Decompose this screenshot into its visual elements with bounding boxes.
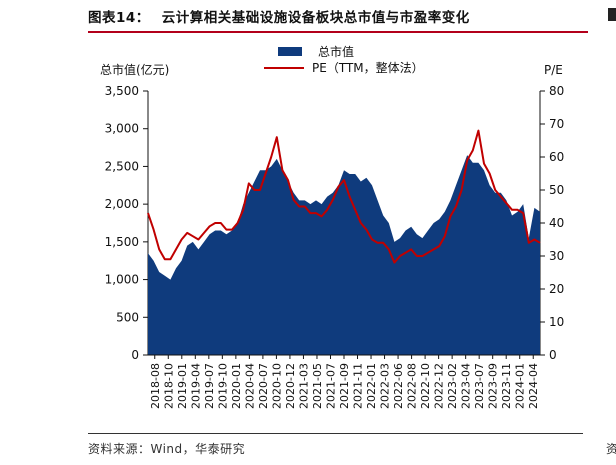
y-left-tick-label: 500 <box>116 310 139 324</box>
x-tick-label: 2021-05 <box>311 363 324 409</box>
left-axis: 0 500 1,000 1,500 2,000 2,500 3,000 3,500 <box>105 84 149 362</box>
x-tick-label: 2021-07 <box>324 363 337 409</box>
x-axis: 2018-08 2018-10 2019-01 2019-04 2019-07 2019-… <box>148 354 540 409</box>
x-tick-label: 2019-07 <box>203 363 216 409</box>
title-rule <box>88 31 588 33</box>
x-tick-label: 2024-01 <box>514 363 527 409</box>
y-right-tick-label: 60 <box>549 150 564 164</box>
x-tick-label: 2022-06 <box>392 363 405 409</box>
y-right-tick-label: 70 <box>549 117 564 131</box>
footer-rule <box>88 433 583 434</box>
x-tick-label: 2022-01 <box>365 363 378 409</box>
y-left-tick-label: 3,000 <box>105 122 139 136</box>
x-tick-label: 2023-09 <box>487 363 500 409</box>
x-tick-label: 2020-10 <box>270 363 283 409</box>
x-tick-label: 2021-09 <box>338 363 351 409</box>
legend-label-market-cap: 总市值 <box>318 44 354 59</box>
legend-label-pe: PE（TTM，整体法） <box>312 60 424 75</box>
x-tick-label: 2020-07 <box>257 363 270 409</box>
x-tick-label: 2020-12 <box>284 363 297 409</box>
y-left-tick-label: 2,500 <box>105 159 139 173</box>
y-right-tick-label: 40 <box>549 216 564 230</box>
x-tick-label: 2022-10 <box>419 363 432 409</box>
figure-title: 图表14： 云计算相关基础设施设备板块总市值与市盈率变化 <box>88 6 470 26</box>
x-tick-label: 2024-04 <box>527 363 540 409</box>
y-left-axis-title: 总市值(亿元) <box>100 62 169 77</box>
y-right-tick-label: 50 <box>549 183 564 197</box>
right-axis: 0 10 20 30 40 50 60 70 80 <box>539 84 564 362</box>
y-left-tick-label: 1,500 <box>105 235 139 249</box>
x-tick-label: 2023-07 <box>473 363 486 409</box>
x-tick-label: 2021-03 <box>297 363 310 409</box>
series-layer <box>147 129 541 355</box>
source-note: 资料来源：Wind，华泰研究 <box>88 442 246 456</box>
x-tick-label: 2022-03 <box>379 363 392 409</box>
y-left-tick-label: 3,500 <box>105 84 139 98</box>
x-tick-label: 2018-10 <box>162 363 175 409</box>
figure-title-text: 云计算相关基础设施设备板块总市值与市盈率变化 <box>161 10 470 26</box>
legend: 总市值 PE（TTM，整体法） <box>264 44 424 75</box>
y-right-axis-title: P/E <box>544 63 563 77</box>
adjacent-panel-footer: 资 <box>606 442 616 456</box>
adjacent-panel-marker <box>608 8 616 21</box>
series-area-market-cap <box>148 155 540 355</box>
y-right-tick-label: 30 <box>549 249 564 263</box>
x-tick-label: 2018-08 <box>149 363 162 409</box>
x-tick-label: 2019-10 <box>216 363 229 409</box>
series-line-pe <box>147 129 541 264</box>
y-right-tick-label: 10 <box>549 315 564 329</box>
x-tick-label: 2023-11 <box>500 363 513 409</box>
y-right-tick-label: 0 <box>549 348 557 362</box>
x-tick-label: 2019-04 <box>189 363 202 409</box>
y-right-tick-label: 80 <box>549 84 564 98</box>
x-tick-label: 2020-01 <box>230 363 243 409</box>
x-tick-label: 2022-12 <box>433 363 446 409</box>
y-right-tick-label: 20 <box>549 282 564 296</box>
legend-swatch-market-cap <box>278 47 302 56</box>
x-tick-label: 2019-01 <box>176 363 189 409</box>
y-left-tick-label: 1,000 <box>105 273 139 287</box>
y-left-tick-label: 0 <box>131 348 139 362</box>
x-tick-label: 2023-04 <box>460 363 473 409</box>
x-tick-label: 2021-11 <box>352 363 365 409</box>
y-left-tick-label: 2,000 <box>105 197 139 211</box>
x-tick-label: 2020-04 <box>243 363 256 409</box>
x-tick-label: 2022-08 <box>406 363 419 409</box>
x-tick-label: 2023-02 <box>446 363 459 409</box>
figure-label: 图表14： <box>88 10 150 26</box>
